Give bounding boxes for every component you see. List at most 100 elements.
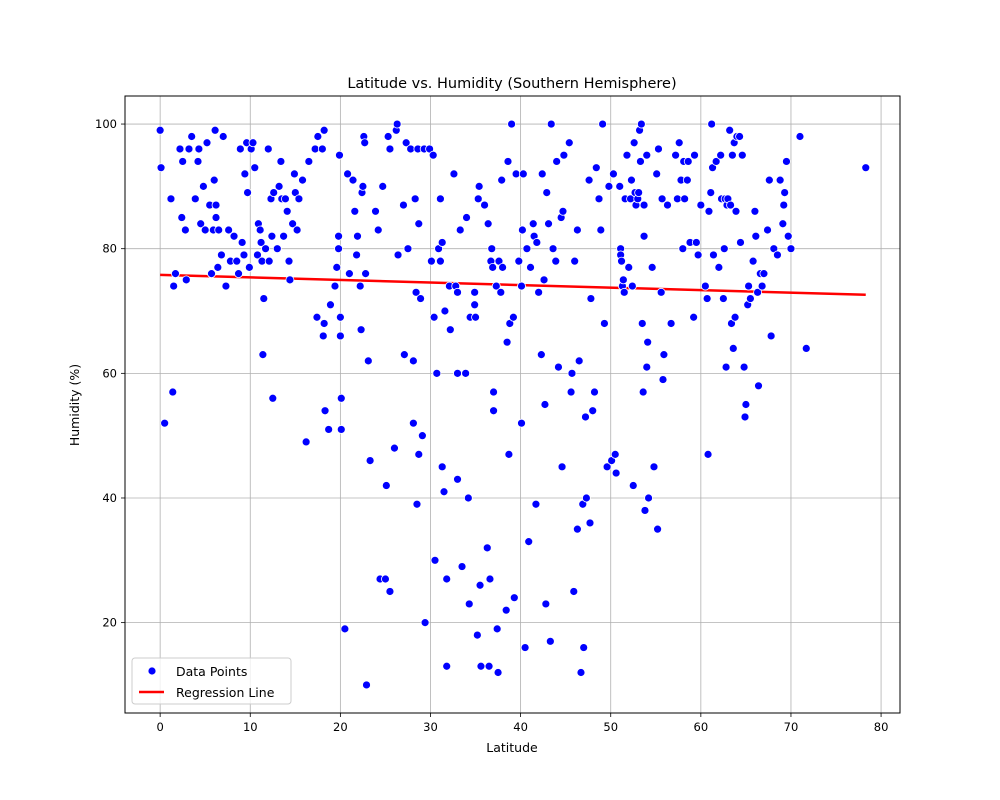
data-point	[659, 350, 669, 360]
data-point	[647, 262, 657, 272]
data-point	[294, 194, 304, 204]
data-point	[475, 580, 485, 590]
data-point	[649, 462, 659, 472]
data-point	[274, 181, 284, 191]
data-point	[750, 206, 760, 216]
data-point	[264, 256, 274, 266]
data-point	[483, 219, 493, 229]
data-point	[666, 319, 676, 328]
data-point	[574, 356, 584, 366]
data-point	[619, 287, 629, 297]
data-point	[663, 200, 672, 210]
y-tick-label: 80	[102, 242, 117, 256]
data-point	[740, 412, 750, 422]
data-point	[258, 350, 268, 360]
data-point	[584, 175, 594, 185]
data-point	[455, 225, 465, 235]
data-point	[707, 119, 717, 129]
data-point	[572, 225, 582, 235]
data-point	[353, 231, 362, 241]
data-point	[579, 643, 589, 652]
data-point	[656, 287, 666, 297]
data-point	[671, 150, 681, 160]
legend-box	[131, 657, 292, 705]
data-point	[588, 406, 598, 416]
data-point	[209, 175, 219, 185]
data-point	[735, 132, 744, 141]
data-point	[691, 238, 701, 247]
data-point	[702, 294, 712, 303]
data-point	[436, 194, 445, 204]
data-point	[210, 125, 220, 135]
data-point	[636, 157, 645, 166]
legend-label-regression-line: Regression Line	[176, 685, 275, 700]
data-point	[232, 256, 242, 266]
data-point	[498, 262, 507, 272]
data-point	[725, 125, 735, 135]
data-point	[507, 119, 516, 129]
data-point	[361, 269, 371, 279]
data-point	[178, 157, 188, 166]
data-point	[719, 244, 729, 254]
data-point	[564, 138, 574, 148]
data-point	[457, 562, 467, 571]
data-point	[741, 400, 751, 409]
data-point	[689, 312, 699, 322]
data-point	[627, 281, 637, 291]
data-point	[462, 213, 471, 222]
data-point	[267, 231, 277, 241]
data-point	[304, 157, 314, 166]
data-point	[470, 287, 480, 297]
data-point	[355, 281, 365, 291]
chart-title: Latitude vs. Humidity (Southern Hemisphe…	[347, 76, 676, 92]
data-point	[600, 319, 609, 328]
data-point	[546, 119, 556, 129]
data-point	[682, 175, 692, 185]
data-point	[492, 624, 502, 634]
data-point	[235, 144, 245, 154]
data-point	[336, 393, 346, 403]
data-point	[472, 630, 482, 640]
data-point	[545, 636, 555, 646]
data-point	[622, 150, 632, 160]
data-point	[363, 356, 373, 366]
data-point	[181, 275, 191, 285]
data-point	[652, 169, 662, 179]
data-point	[611, 468, 621, 478]
data-point	[716, 150, 726, 160]
data-point	[775, 175, 785, 185]
data-point	[795, 132, 805, 141]
data-point	[618, 275, 628, 285]
data-point	[408, 356, 418, 366]
data-point	[489, 387, 498, 397]
data-point	[196, 219, 206, 229]
data-point	[324, 425, 334, 434]
legend: Data Points Regression Line	[131, 657, 292, 705]
data-point	[194, 144, 204, 154]
data-point	[211, 213, 221, 222]
data-point	[290, 169, 299, 179]
data-point	[244, 262, 254, 272]
data-point	[334, 231, 343, 241]
data-point	[332, 262, 342, 272]
data-point	[184, 144, 194, 154]
data-point	[737, 150, 747, 160]
data-point	[234, 269, 243, 279]
data-point	[526, 262, 535, 272]
data-point	[654, 144, 663, 154]
data-point	[378, 181, 388, 191]
data-point	[453, 474, 462, 484]
data-point	[548, 244, 558, 254]
scatter-points	[155, 119, 871, 690]
data-point	[213, 262, 223, 272]
data-point	[559, 150, 569, 160]
data-point	[301, 437, 311, 447]
data-point	[567, 368, 577, 378]
data-point	[696, 200, 706, 210]
x-tick-label: 10	[243, 720, 258, 734]
data-point	[783, 231, 793, 241]
data-point	[569, 587, 579, 596]
data-point	[627, 175, 636, 185]
data-point	[187, 132, 197, 141]
data-point	[511, 169, 521, 179]
